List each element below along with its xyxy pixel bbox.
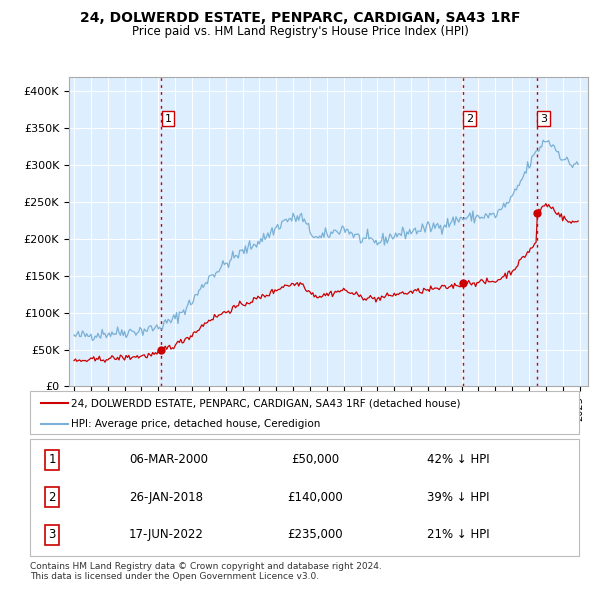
Text: Price paid vs. HM Land Registry's House Price Index (HPI): Price paid vs. HM Land Registry's House … <box>131 25 469 38</box>
Text: Contains HM Land Registry data © Crown copyright and database right 2024.: Contains HM Land Registry data © Crown c… <box>30 562 382 571</box>
Text: 2: 2 <box>48 491 56 504</box>
Text: 1: 1 <box>48 454 56 467</box>
Text: This data is licensed under the Open Government Licence v3.0.: This data is licensed under the Open Gov… <box>30 572 319 581</box>
Text: 24, DOLWERDD ESTATE, PENPARC, CARDIGAN, SA43 1RF (detached house): 24, DOLWERDD ESTATE, PENPARC, CARDIGAN, … <box>71 398 461 408</box>
Text: £140,000: £140,000 <box>287 491 343 504</box>
Text: 39% ↓ HPI: 39% ↓ HPI <box>427 491 490 504</box>
Text: 24, DOLWERDD ESTATE, PENPARC, CARDIGAN, SA43 1RF: 24, DOLWERDD ESTATE, PENPARC, CARDIGAN, … <box>80 11 520 25</box>
Text: 21% ↓ HPI: 21% ↓ HPI <box>427 528 490 541</box>
Text: 17-JUN-2022: 17-JUN-2022 <box>129 528 203 541</box>
Text: 2: 2 <box>466 113 473 123</box>
Text: 1: 1 <box>165 113 172 123</box>
Text: 3: 3 <box>48 528 56 541</box>
Text: 42% ↓ HPI: 42% ↓ HPI <box>427 454 490 467</box>
Text: HPI: Average price, detached house, Ceredigion: HPI: Average price, detached house, Cere… <box>71 419 320 430</box>
Text: £50,000: £50,000 <box>292 454 340 467</box>
Text: 06-MAR-2000: 06-MAR-2000 <box>129 454 208 467</box>
Text: £235,000: £235,000 <box>287 528 343 541</box>
Text: 3: 3 <box>540 113 547 123</box>
Text: 26-JAN-2018: 26-JAN-2018 <box>129 491 203 504</box>
